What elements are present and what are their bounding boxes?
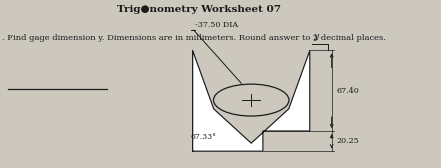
Text: Trig●nometry Worksheet 07: Trig●nometry Worksheet 07 bbox=[116, 5, 280, 14]
Text: 67.33°: 67.33° bbox=[191, 133, 217, 141]
Text: 67.40: 67.40 bbox=[336, 87, 359, 95]
Polygon shape bbox=[193, 50, 310, 151]
Text: -37.50 DIA: -37.50 DIA bbox=[195, 21, 239, 29]
Text: 20.25: 20.25 bbox=[336, 137, 359, 145]
Text: . Find gage dimension y. Dimensions are in millimeters. Round answer to 2 decima: . Find gage dimension y. Dimensions are … bbox=[2, 34, 386, 42]
Text: y: y bbox=[314, 32, 319, 41]
